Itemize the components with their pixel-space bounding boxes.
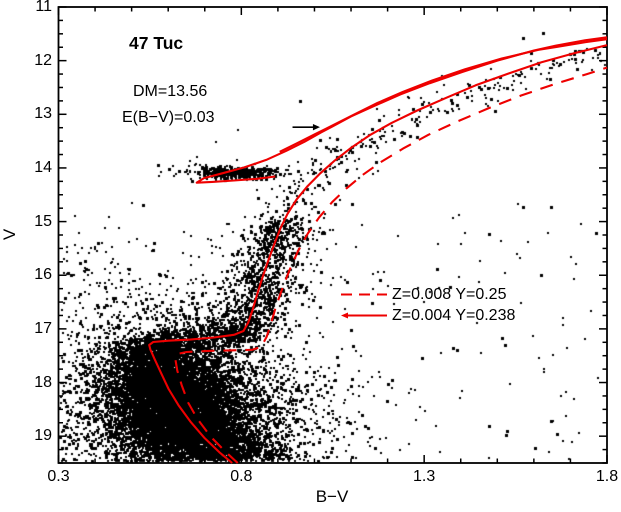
isochrone-solid-segment-0 xyxy=(148,44,608,464)
x-axis-label: B−V xyxy=(315,487,349,506)
y-tick-label: 17 xyxy=(34,319,52,337)
y-tick-label: 11 xyxy=(35,0,52,15)
x-tick-label: 1.8 xyxy=(595,468,619,485)
isochrone-dashed-segment-0 xyxy=(174,66,608,464)
x-tick-label: 0.8 xyxy=(230,468,253,485)
x-tick-label: 1.3 xyxy=(413,468,436,485)
legend-entry-dashed-label: Z=0.008 Y=0.25 xyxy=(392,286,507,303)
isochrone-solid-segment-1 xyxy=(195,36,608,184)
annotation-arrow-head xyxy=(312,123,320,131)
y-tick-label: 18 xyxy=(34,373,52,391)
isochrone-solid-segment-2 xyxy=(279,38,608,153)
x-tick-label: 0.3 xyxy=(47,468,70,485)
y-tick-label: 14 xyxy=(34,158,52,176)
cluster-title: 47 Tuc xyxy=(129,33,184,53)
plot-frame xyxy=(57,6,608,464)
y-axis-label: V xyxy=(0,228,20,241)
distance-modulus-label: DM=13.56 xyxy=(133,83,208,100)
legend-sample-arrowhead xyxy=(341,312,348,319)
y-tick-label: 16 xyxy=(34,266,52,284)
y-tick-label: 12 xyxy=(34,51,52,69)
reddening-label: E(B−V)=0.03 xyxy=(122,109,215,126)
y-tick-label: 13 xyxy=(34,105,52,123)
legend-entry-solid-label: Z=0.004 Y=0.238 xyxy=(392,307,516,324)
y-tick-label: 19 xyxy=(34,427,52,445)
y-tick-label: 15 xyxy=(34,212,52,230)
